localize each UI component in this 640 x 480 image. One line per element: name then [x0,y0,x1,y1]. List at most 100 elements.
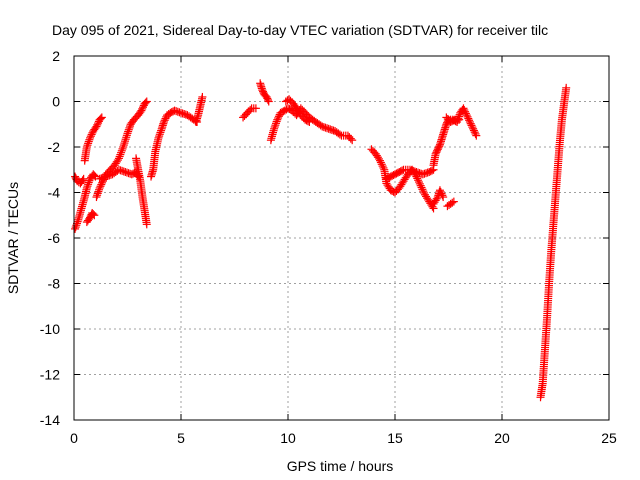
y-tick-label: 2 [52,48,60,64]
y-tick-label: -4 [48,185,61,201]
data-point-marker [84,139,93,148]
data-point-marker [121,137,130,146]
data-point-marker [251,104,260,113]
data-point-marker [71,223,80,232]
data-point-marker [462,111,471,120]
data-point-marker [466,119,475,128]
data-point-marker [273,115,282,124]
data-point-marker [96,182,105,191]
data-point-marker [116,150,125,159]
data-point-marker [84,178,93,187]
data-point-marker [82,143,91,151]
data-point-marker [84,180,93,189]
data-point-marker [97,113,106,122]
data-point-marker [93,120,102,129]
data-point-marker [437,189,446,198]
data-point-marker [272,117,281,126]
data-point-marker [472,131,481,140]
data-point-marker [374,154,383,163]
x-tick-label: 15 [387,430,403,446]
data-point-marker [142,220,151,229]
data-point-marker [379,163,388,172]
data-point-marker [83,141,92,150]
data-point-marker [78,176,87,185]
data-point-marker [436,187,445,196]
data-point-marker [93,191,102,200]
data-point-marker [120,139,129,148]
data-point-marker [73,217,82,226]
data-point-marker [417,183,426,192]
data-point-marker [93,189,102,198]
y-tick-label: -14 [40,412,60,428]
data-point-marker [463,112,472,121]
data-point-marker [126,122,135,131]
data-point-marker [420,188,429,197]
data-point-marker [455,115,464,124]
data-point-marker [415,179,424,188]
data-point-marker [348,136,357,145]
data-point-marker [96,114,105,123]
data-point-marker [376,156,385,165]
data-point-marker [83,182,92,191]
data-point-marker [122,131,131,140]
x-axis-title: GPS time / hours [287,458,394,474]
data-point-marker [454,114,463,123]
data-point-marker [428,166,437,175]
data-point-marker [86,133,95,142]
data-point-marker [438,191,447,200]
y-tick-labels: 2 0 -2 -4 -6 -8 -10 -12 -14 [40,48,60,428]
data-point-marker [270,124,279,133]
grid-lines [74,56,609,420]
y-axis-title: SDTVAR / TECUs [5,182,21,294]
data-point-marker [378,162,387,171]
data-point-marker [119,141,128,150]
data-point-marker [161,114,170,123]
chart-title: Day 095 of 2021, Sidereal Day-to-day VTE… [52,22,548,38]
data-point-marker [157,126,166,135]
data-point-marker [414,176,423,185]
data-point-marker [87,130,96,139]
data-point-marker [122,133,131,142]
data-point-marker [159,117,168,126]
data-point-marker [562,83,571,92]
data-point-marker [92,122,101,131]
y-tick-label: -8 [48,276,61,292]
data-point-marker [398,166,407,175]
data-point-marker [91,172,100,181]
data-point-marker [92,193,101,202]
data-point-marker [142,97,151,106]
data-point-marker [449,116,458,125]
data-point-marker [461,107,470,116]
data-point-marker [154,133,163,142]
data-point-marker [139,103,148,112]
data-point-marker [84,137,93,146]
data-point-marker [95,183,104,192]
data-point-marker [459,104,468,113]
data-point-marker [90,171,99,180]
axis-ticks [73,55,610,421]
data-point-marker [470,128,479,137]
data-point-marker [124,125,133,134]
data-point-marker [376,158,385,167]
y-tick-label: -10 [40,321,60,337]
data-point-marker [464,114,473,123]
data-point-marker [117,146,126,155]
data-point-marker [155,132,164,141]
data-point-marker [125,123,134,132]
data-point-marker [264,97,273,106]
data-point-marker [118,144,127,153]
data-point-marker [274,112,283,121]
data-point-marker [435,186,444,195]
data-point-marker [460,106,469,115]
data-point-marker [377,160,386,169]
data-point-marker [305,117,314,126]
data-point-marker [95,185,104,194]
x-tick-label: 5 [177,430,185,446]
data-point-marker [413,174,422,183]
data-point-marker [86,132,95,141]
data-point-marker [264,95,273,104]
data-point-marker [272,119,281,128]
data-point-marker [419,187,428,196]
data-point-marker [89,210,98,219]
